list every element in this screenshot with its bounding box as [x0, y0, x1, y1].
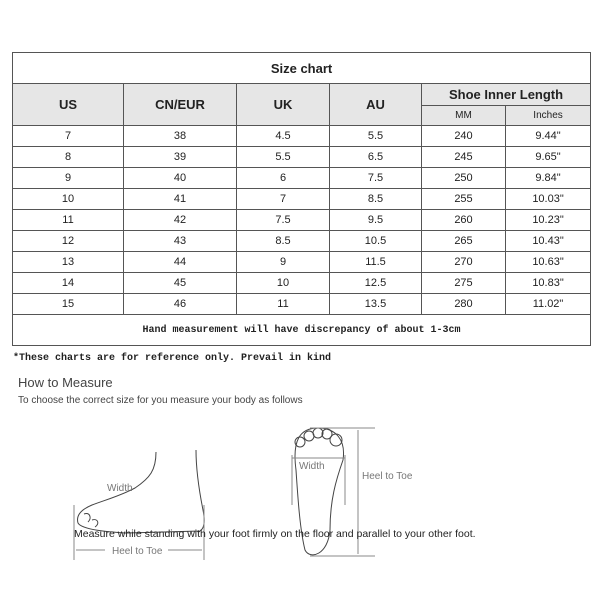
- header-inches: Inches: [504, 105, 592, 126]
- table-cell: 10.63": [504, 251, 592, 273]
- header-au: AU: [329, 83, 422, 126]
- header-cneur: CN/EUR: [123, 83, 237, 126]
- side-width-label: Width: [107, 483, 133, 494]
- table-row: 9 40 6 7.5 250 9.84": [12, 167, 592, 189]
- table-row: 7 38 4.5 5.5 240 9.44": [12, 125, 592, 147]
- table-row: 11 42 7.5 9.5 260 10.23": [12, 209, 592, 231]
- size-chart-table: Size chart US CN/EUR UK AU Shoe Inner Le…: [11, 52, 592, 346]
- table-row: 13 44 9 11.5 270 10.63": [12, 251, 592, 273]
- measurement-note: Hand measurement will have discrepancy o…: [11, 314, 592, 346]
- table-cell: 38: [123, 125, 237, 147]
- header-uk: UK: [236, 83, 330, 126]
- table-cell: 255: [421, 188, 506, 210]
- table-cell: 7.5: [236, 209, 330, 231]
- disclaimer: *These charts are for reference only. Pr…: [13, 353, 332, 364]
- how-to-title: How to Measure: [18, 375, 113, 390]
- table-row: 15 46 11 13.5 280 11.02": [12, 293, 592, 315]
- side-foot-illustration: [77, 449, 205, 534]
- header-length: Shoe Inner Length: [420, 83, 592, 106]
- table-title: Size chart: [11, 52, 592, 84]
- sole-length-label: Heel to Toe: [362, 471, 413, 482]
- sole-width-label: Width: [299, 461, 325, 472]
- header-us: US: [12, 83, 124, 126]
- how-to-subtitle: To choose the correct size for you measu…: [18, 395, 303, 406]
- table-cell: 9.65": [504, 146, 592, 168]
- measure-instruction: Measure while standing with your foot fi…: [74, 528, 476, 540]
- side-length-label: Heel to Toe: [112, 546, 163, 557]
- table-cell: 11.5: [329, 251, 422, 273]
